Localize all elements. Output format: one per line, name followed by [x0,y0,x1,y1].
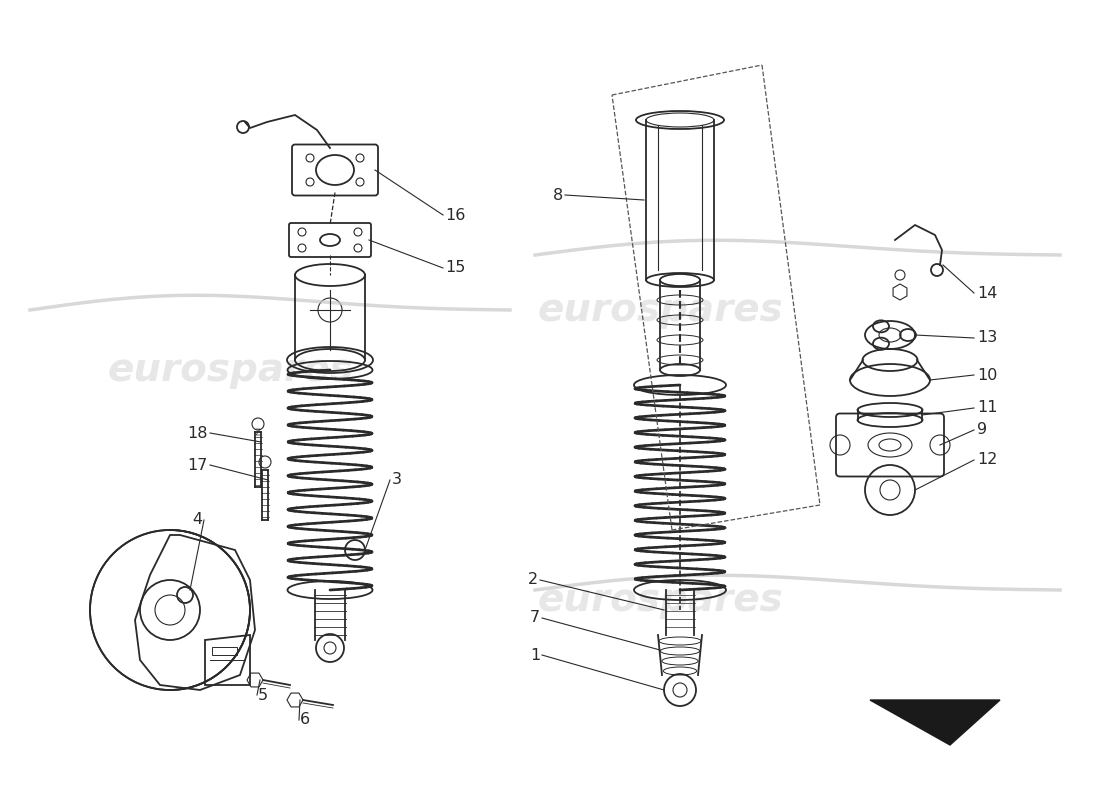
Text: 1: 1 [530,647,540,662]
Text: 18: 18 [187,426,208,441]
Text: 8: 8 [552,187,563,202]
Text: eurospares: eurospares [537,291,783,329]
Text: 7: 7 [530,610,540,626]
Text: 13: 13 [977,330,998,346]
Text: 15: 15 [446,261,465,275]
Text: 6: 6 [300,713,310,727]
Text: 11: 11 [977,401,998,415]
Text: 3: 3 [392,473,402,487]
Text: 5: 5 [258,687,268,702]
Text: 10: 10 [977,367,998,382]
Text: 16: 16 [446,207,465,222]
Text: 2: 2 [528,573,538,587]
Text: 17: 17 [188,458,208,473]
Text: 14: 14 [977,286,998,301]
Text: 12: 12 [977,453,998,467]
Bar [212,647,236,655]
Polygon shape [870,700,1000,745]
Text: 9: 9 [977,422,987,438]
Text: eurospares: eurospares [537,581,783,619]
Text: 4: 4 [191,513,202,527]
Text: eurospares: eurospares [107,351,353,389]
